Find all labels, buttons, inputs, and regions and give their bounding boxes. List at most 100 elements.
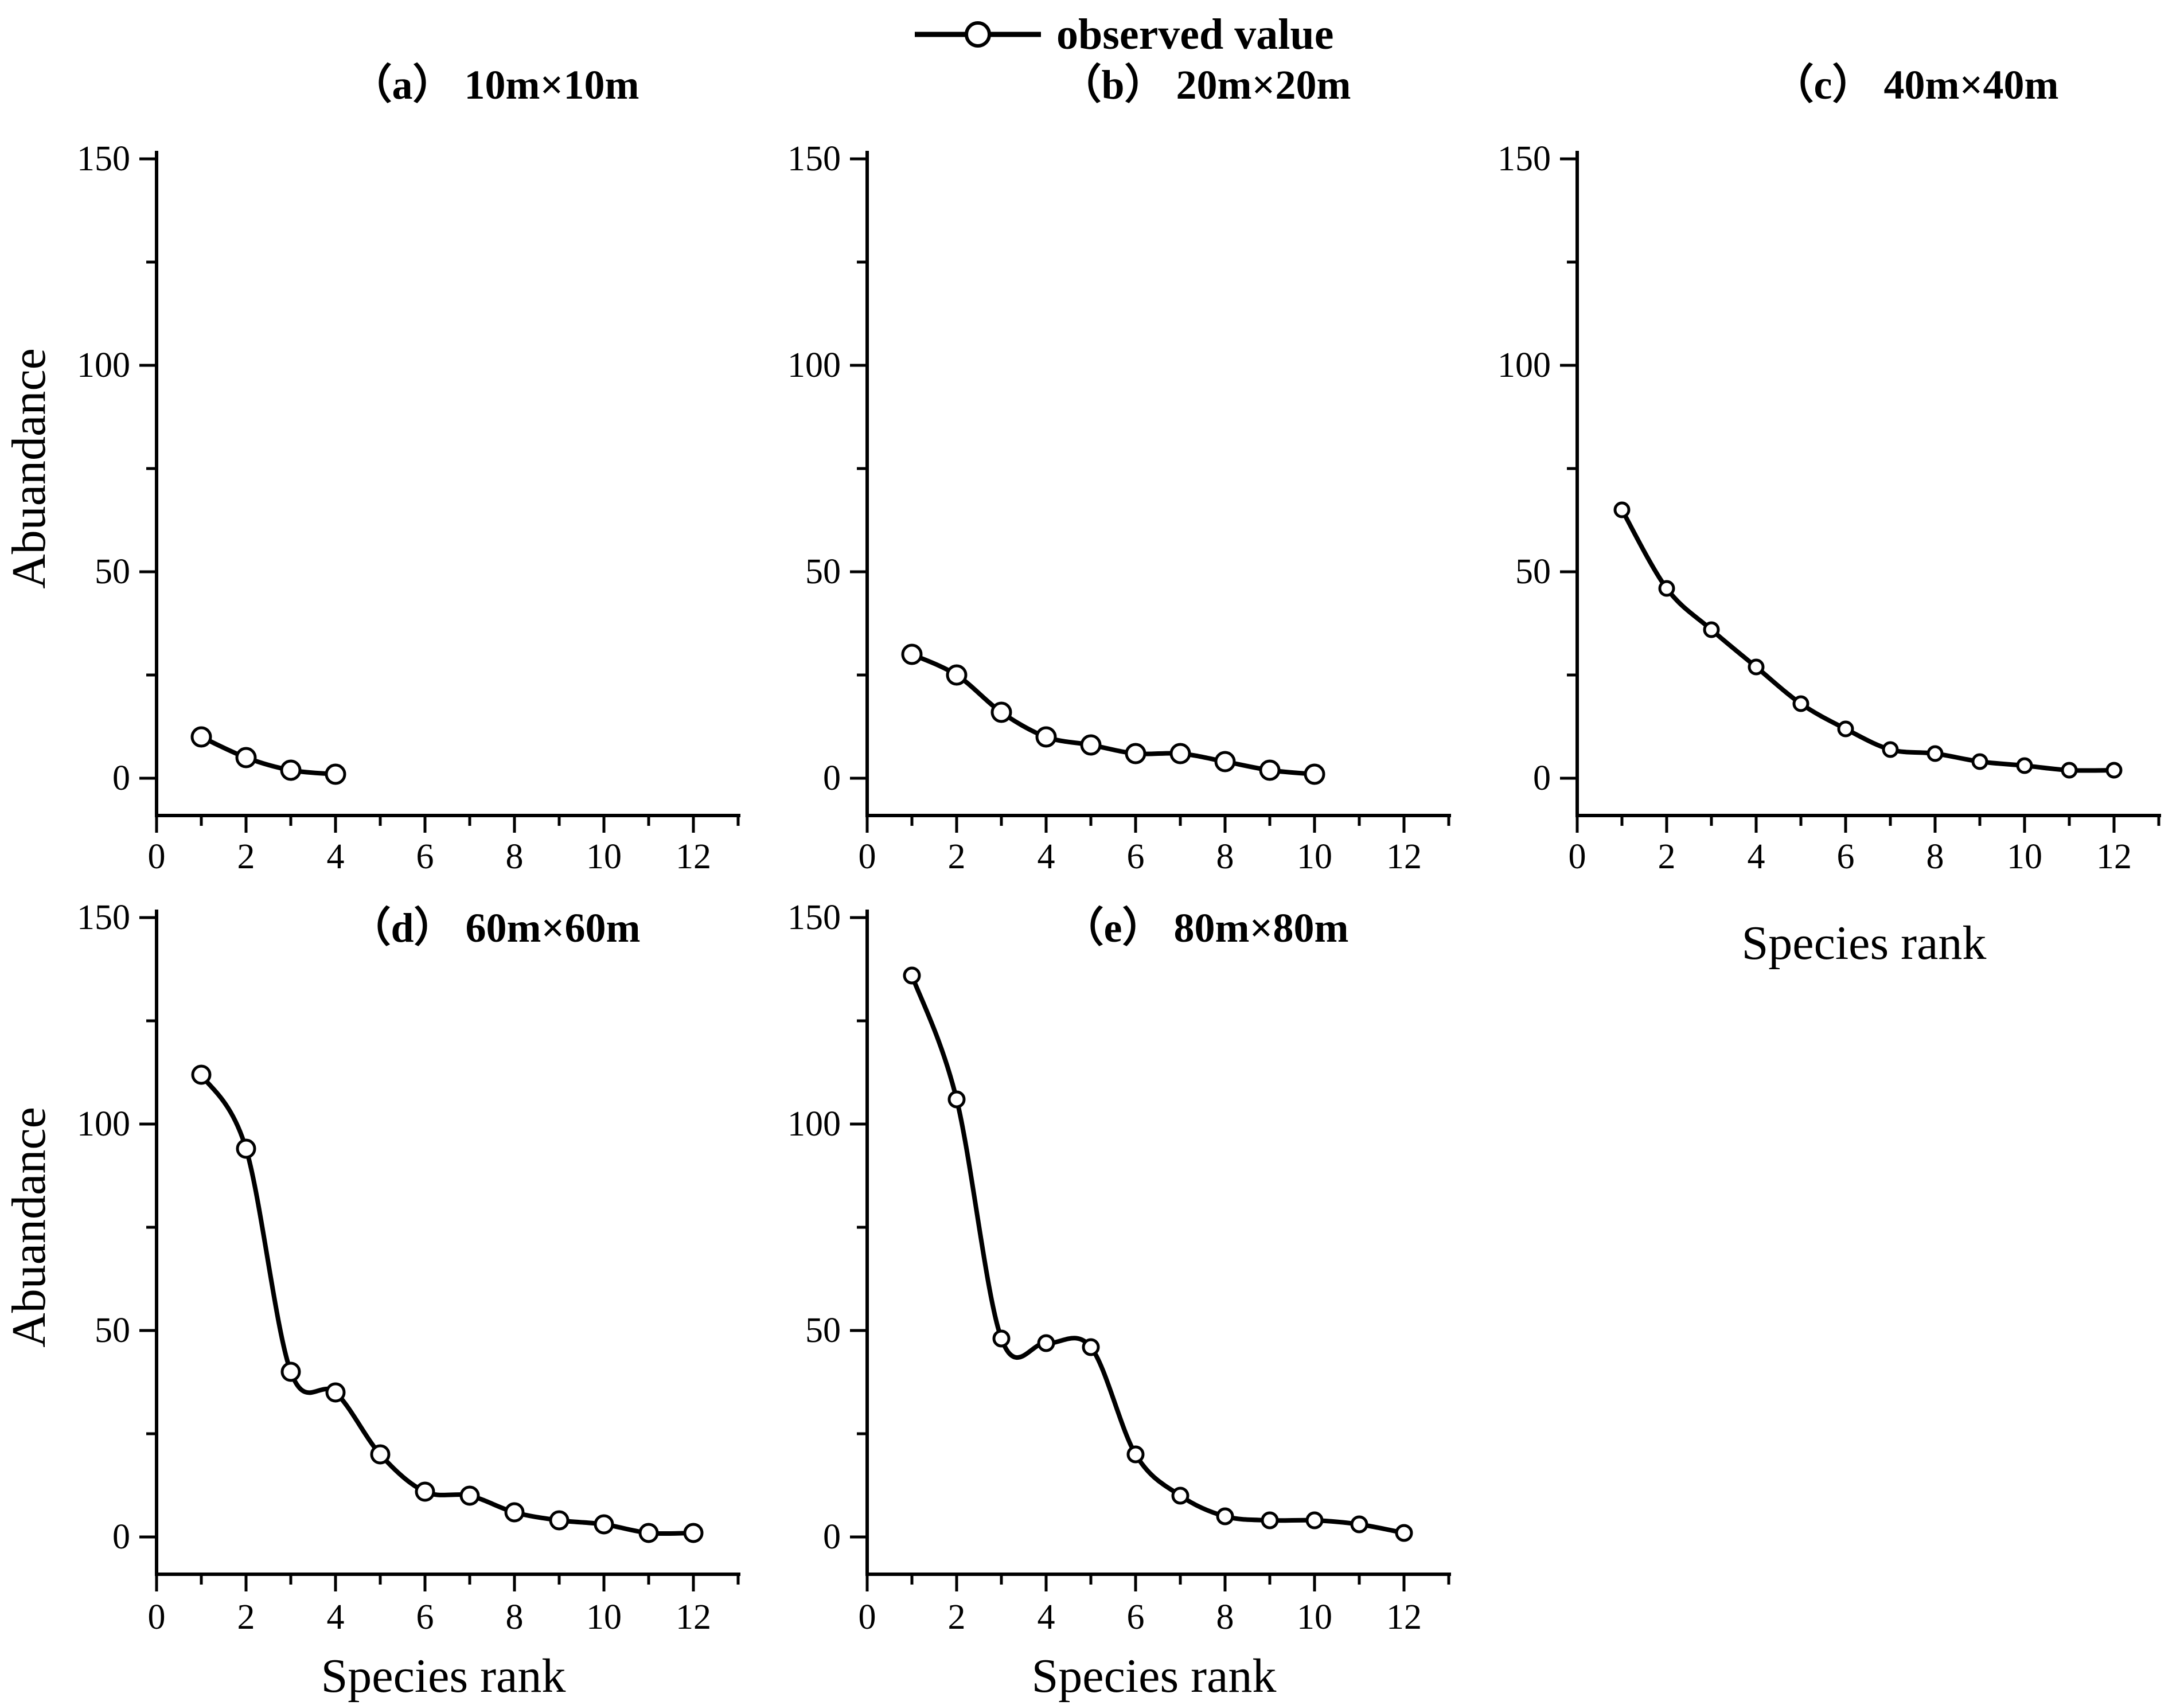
data-point-marker — [1837, 720, 1854, 738]
subplot-b: （b） 20m×20m 0 50 100 150 0 2 4 6 8 10 12 — [787, 62, 1451, 876]
data-point-marker — [549, 1510, 570, 1531]
x-tick-label: 12 — [1386, 1598, 1422, 1637]
x-tick-label: 10 — [586, 1598, 622, 1637]
x-tick-label: 0 — [859, 1598, 876, 1637]
x-axis-label-d: Species rank — [321, 1649, 566, 1703]
y-tick-label: 150 — [77, 898, 130, 937]
data-point-marker — [992, 1329, 1011, 1348]
y-tick-label: 50 — [1515, 552, 1551, 591]
subplot-e-plot-area: 0 50 100 150 0 2 4 6 8 10 12 — [787, 898, 1451, 1637]
subplot-c-plot-area: 0 50 100 150 0 2 4 6 8 10 12 — [1497, 139, 2161, 876]
data-point-marker — [1080, 734, 1102, 756]
legend-open-circle-icon — [965, 21, 991, 48]
data-point-marker — [947, 1090, 966, 1109]
subplot-c-title: （c） 40m×40m — [1773, 62, 2059, 108]
x-tick-label: 10 — [1297, 837, 1332, 876]
x-tick-label: 6 — [1127, 837, 1145, 876]
x-tick-label: 8 — [506, 1598, 524, 1637]
x-tick-label: 0 — [148, 1598, 166, 1637]
x-tick-label: 2 — [237, 837, 255, 876]
subplot-d-plot-area: 0 50 100 150 0 2 4 6 8 10 12 — [77, 898, 740, 1637]
x-tick-label: 4 — [1748, 837, 1765, 876]
data-point-marker — [1259, 759, 1281, 781]
x-axis-label-e: Species rank — [1032, 1649, 1277, 1703]
x-tick-label: 2 — [948, 1598, 966, 1637]
data-point-marker — [1971, 753, 1988, 770]
x-tick-label: 0 — [148, 837, 166, 876]
data-point-marker — [1035, 726, 1057, 748]
subplot-a-title: （a） 10m×10m — [351, 62, 639, 108]
x-tick-label: 10 — [1297, 1598, 1332, 1637]
data-point-marker — [1261, 1511, 1279, 1530]
data-point-marker — [683, 1523, 704, 1543]
data-point-marker — [325, 763, 346, 785]
data-point-marker — [1926, 745, 1944, 762]
data-point-marker — [1037, 1334, 1055, 1352]
y-tick-label: 0 — [1533, 759, 1551, 798]
data-point-marker — [280, 759, 302, 781]
y-tick-label: 0 — [112, 759, 130, 798]
data-point-marker — [1216, 1507, 1234, 1525]
subplot-b-title: （b） 20m×20m — [1060, 62, 1351, 108]
data-point-marker — [415, 1481, 435, 1502]
data-point-marker — [191, 1064, 212, 1085]
data-point-marker — [1350, 1515, 1368, 1534]
x-tick-label: 2 — [237, 1598, 255, 1637]
x-tick-label: 0 — [859, 837, 876, 876]
x-axis-label-c: Species rank — [1742, 916, 1987, 970]
y-tick-label: 100 — [787, 1105, 841, 1144]
data-point-marker — [235, 747, 257, 768]
data-point-marker — [1395, 1524, 1413, 1542]
legend-label: observed value — [1056, 10, 1333, 58]
data-point-marker — [1214, 751, 1236, 772]
y-tick-label: 50 — [95, 1311, 130, 1350]
x-tick-label: 10 — [586, 837, 622, 876]
data-point-marker — [1882, 741, 1899, 758]
data-point-marker — [280, 1361, 301, 1382]
subplot-b-plot-area: 0 50 100 150 0 2 4 6 8 10 12 — [787, 139, 1451, 876]
data-point-marker — [1304, 763, 1325, 785]
subplot-a-plot-area: 0 50 100 150 0 2 4 6 8 10 12 — [77, 139, 740, 876]
data-point-marker — [459, 1485, 480, 1506]
data-point-marker — [1792, 695, 1809, 712]
data-point-marker — [1748, 658, 1765, 676]
x-tick-label: 4 — [327, 1598, 345, 1637]
y-tick-label: 50 — [805, 1311, 841, 1350]
data-point-marker — [370, 1444, 391, 1465]
data-point-marker — [1126, 1445, 1145, 1464]
x-tick-label: 2 — [1658, 837, 1676, 876]
x-tick-label: 4 — [1038, 837, 1055, 876]
data-point-marker — [1703, 621, 1720, 638]
data-point-marker — [903, 966, 921, 985]
data-point-marker — [1613, 501, 1631, 518]
subplot-d: （d） 60m×60m 0 50 100 150 0 2 4 6 8 10 12 — [77, 898, 740, 1637]
y-tick-label: 0 — [823, 759, 841, 798]
subplot-c: （c） 40m×40m 0 50 100 150 0 2 4 6 8 10 12 — [1497, 62, 2161, 876]
data-point-marker — [190, 726, 212, 748]
y-tick-label: 0 — [112, 1517, 130, 1556]
x-tick-label: 12 — [676, 1598, 711, 1637]
data-point-marker — [1125, 743, 1146, 764]
observed-value-curve — [199, 735, 338, 777]
x-tick-label: 8 — [1216, 837, 1234, 876]
data-point-marker — [1305, 1511, 1324, 1530]
data-point-marker — [901, 643, 923, 665]
x-tick-label: 10 — [2007, 837, 2042, 876]
x-tick-label: 6 — [416, 1598, 434, 1637]
observed-value-curve — [910, 652, 1317, 777]
x-tick-label: 8 — [1926, 837, 1944, 876]
y-tick-label: 100 — [787, 346, 841, 385]
x-tick-label: 12 — [676, 837, 711, 876]
observed-value-curve — [199, 1072, 696, 1536]
data-point-marker — [638, 1523, 659, 1543]
x-tick-label: 8 — [1216, 1598, 1234, 1637]
y-tick-label: 150 — [1497, 139, 1551, 178]
subplot-d-title: （d） 60m×60m — [349, 905, 640, 951]
y-tick-label: 50 — [805, 552, 841, 591]
data-point-marker — [594, 1514, 614, 1535]
data-point-marker — [2061, 762, 2078, 779]
data-point-marker — [325, 1382, 346, 1403]
y-axis-label-bottom-row: Abuandance — [2, 1107, 56, 1348]
data-point-marker — [236, 1138, 256, 1159]
